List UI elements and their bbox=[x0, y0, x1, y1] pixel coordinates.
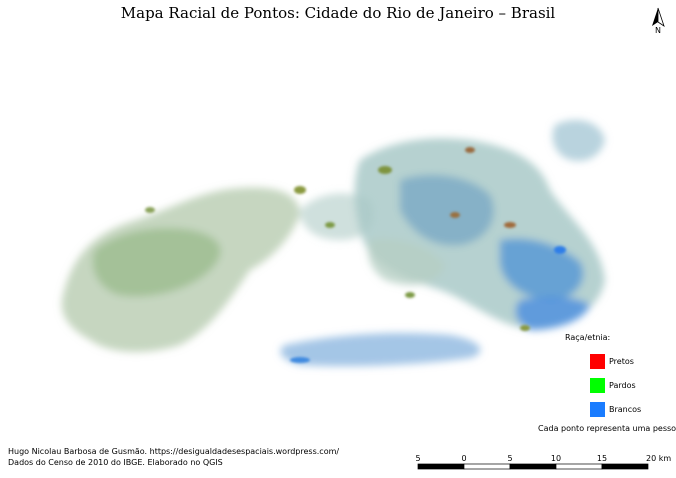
north-arrow: N bbox=[652, 7, 665, 35]
scale-segment bbox=[601, 463, 649, 470]
scale-label: 20 km bbox=[646, 454, 671, 463]
north-label: N bbox=[655, 26, 661, 35]
scale-segment bbox=[463, 463, 511, 470]
scale-label: 10 bbox=[551, 454, 561, 463]
map-title: Mapa Racial de Pontos: Cidade do Rio de … bbox=[121, 4, 556, 22]
scale-label: 5 bbox=[507, 454, 512, 463]
legend: Pretos Pardos Brancos bbox=[590, 354, 641, 417]
legend-swatch bbox=[590, 378, 605, 393]
scale-segment bbox=[509, 463, 557, 470]
credit-line: Dados do Censo de 2010 do IBGE. Elaborad… bbox=[8, 458, 223, 467]
scale-segment bbox=[417, 463, 465, 470]
legend-swatch bbox=[590, 354, 605, 369]
legend-title: Raça/etnia: bbox=[565, 333, 610, 342]
legend-label: Brancos bbox=[609, 405, 641, 414]
scale-label: 15 bbox=[597, 454, 607, 463]
legend-swatch bbox=[590, 402, 605, 417]
legend-label: Pardos bbox=[609, 381, 636, 390]
scale-bar: 5 0 5 10 15 20 km bbox=[415, 454, 671, 470]
scale-label: 5 bbox=[415, 454, 420, 463]
scale-label: 0 bbox=[461, 454, 466, 463]
legend-note: Cada ponto representa uma pessoa. bbox=[538, 424, 676, 433]
legend-label: Pretos bbox=[609, 357, 634, 366]
map-specks bbox=[145, 147, 566, 363]
scale-segment bbox=[555, 463, 603, 470]
map-areas bbox=[61, 120, 605, 367]
credit-line: Hugo Nicolau Barbosa de Gusmão. https://… bbox=[8, 447, 339, 456]
